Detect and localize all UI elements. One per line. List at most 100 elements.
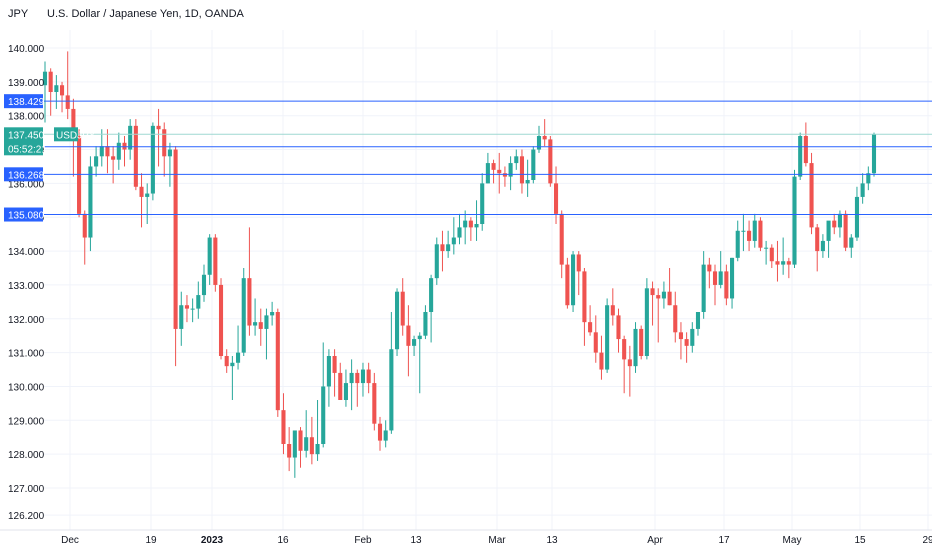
candle-body xyxy=(167,149,172,157)
candle-body xyxy=(400,291,405,326)
candle-body xyxy=(673,305,678,333)
candle-body xyxy=(184,305,189,309)
candle-body xyxy=(769,247,774,262)
candle-body xyxy=(253,322,258,326)
candle-body xyxy=(633,328,638,367)
candle-body xyxy=(434,244,439,279)
candle-body xyxy=(588,322,593,333)
candle-body xyxy=(349,372,354,384)
y-tick-label: 129.000 xyxy=(8,416,45,427)
candle-body xyxy=(815,227,820,252)
candle-body xyxy=(105,146,110,157)
candle-body xyxy=(786,261,791,265)
candle-body xyxy=(42,71,48,86)
candle-body xyxy=(571,254,576,306)
candle-body xyxy=(502,173,507,177)
candle-body xyxy=(695,312,701,329)
candle-body xyxy=(145,193,150,197)
candle-body xyxy=(701,264,706,312)
symbol-label: USDJPY xyxy=(56,130,96,141)
price-labels: 138.429137.082136.268135.080137.45005:52… xyxy=(4,94,96,222)
candles xyxy=(42,51,877,478)
y-tick-label: 131.000 xyxy=(8,349,45,360)
x-tick-label: 15 xyxy=(854,535,866,546)
candle-body xyxy=(605,305,610,370)
candle-body xyxy=(497,169,502,174)
candle-body xyxy=(48,71,53,92)
candle-body xyxy=(133,125,138,187)
candle-body xyxy=(360,369,366,384)
y-tick-label: 130.000 xyxy=(8,382,45,393)
candle-body xyxy=(565,264,570,306)
candle-body xyxy=(661,291,666,299)
candle-body xyxy=(394,291,400,350)
currency-label: JPY xyxy=(8,8,29,20)
candle-body xyxy=(343,383,348,400)
candle-body xyxy=(837,213,842,228)
y-tick-label: 126.200 xyxy=(8,511,45,522)
x-tick-label: 17 xyxy=(718,535,730,546)
candle-body xyxy=(326,356,331,387)
candle-body xyxy=(758,220,763,248)
candle-body xyxy=(218,284,224,356)
candle-body xyxy=(690,328,695,346)
candle-body xyxy=(190,308,195,310)
candle-body xyxy=(372,383,377,424)
candle-body xyxy=(122,142,127,150)
candle-body xyxy=(77,136,82,214)
candle-body xyxy=(241,278,246,353)
candle-body xyxy=(764,247,769,249)
y-tick-label: 133.000 xyxy=(8,281,45,292)
candle-body xyxy=(849,237,854,248)
candle-body xyxy=(332,356,337,373)
candle-body xyxy=(417,335,422,340)
candle-body xyxy=(207,237,212,275)
candle-body xyxy=(389,349,394,431)
candle-body xyxy=(650,288,655,296)
candle-body xyxy=(298,430,303,451)
candle-body xyxy=(832,220,837,228)
candle-body xyxy=(735,230,740,258)
candle-body xyxy=(854,196,860,238)
candle-body xyxy=(809,163,814,228)
candle-body xyxy=(179,305,184,329)
candle-body xyxy=(656,295,661,299)
candle-body xyxy=(99,146,104,157)
candle-body xyxy=(457,227,462,238)
candle-body xyxy=(270,312,275,316)
candle-body xyxy=(548,139,553,184)
candle-body xyxy=(843,213,848,248)
candle-body xyxy=(446,244,451,252)
candle-body xyxy=(820,240,825,252)
candle-body xyxy=(366,369,371,384)
candle-body xyxy=(616,315,621,340)
candle-body xyxy=(593,332,598,353)
candle-body xyxy=(292,430,297,458)
candle-body xyxy=(156,125,161,130)
candle-body xyxy=(667,291,672,306)
candle-body xyxy=(88,166,93,238)
candle-body xyxy=(519,156,525,184)
candle-body xyxy=(707,264,712,272)
x-tick-label: 29 xyxy=(922,535,932,546)
candle-body xyxy=(712,271,718,285)
candle-body xyxy=(429,278,434,312)
candle-body xyxy=(111,156,116,160)
candle-body xyxy=(798,136,803,177)
candle-body xyxy=(59,85,65,96)
candle-body xyxy=(230,362,235,367)
candle-body xyxy=(508,163,513,177)
x-tick-label: 19 xyxy=(145,535,157,546)
candle-body xyxy=(826,220,831,241)
candle-body xyxy=(627,359,632,367)
candle-body xyxy=(304,437,309,451)
candle-body xyxy=(599,352,604,370)
candle-body xyxy=(162,129,167,157)
candle-body xyxy=(718,271,723,285)
candle-body xyxy=(71,108,76,136)
candle-body xyxy=(451,237,456,245)
candle-body xyxy=(684,339,689,346)
candle-body xyxy=(724,271,729,299)
